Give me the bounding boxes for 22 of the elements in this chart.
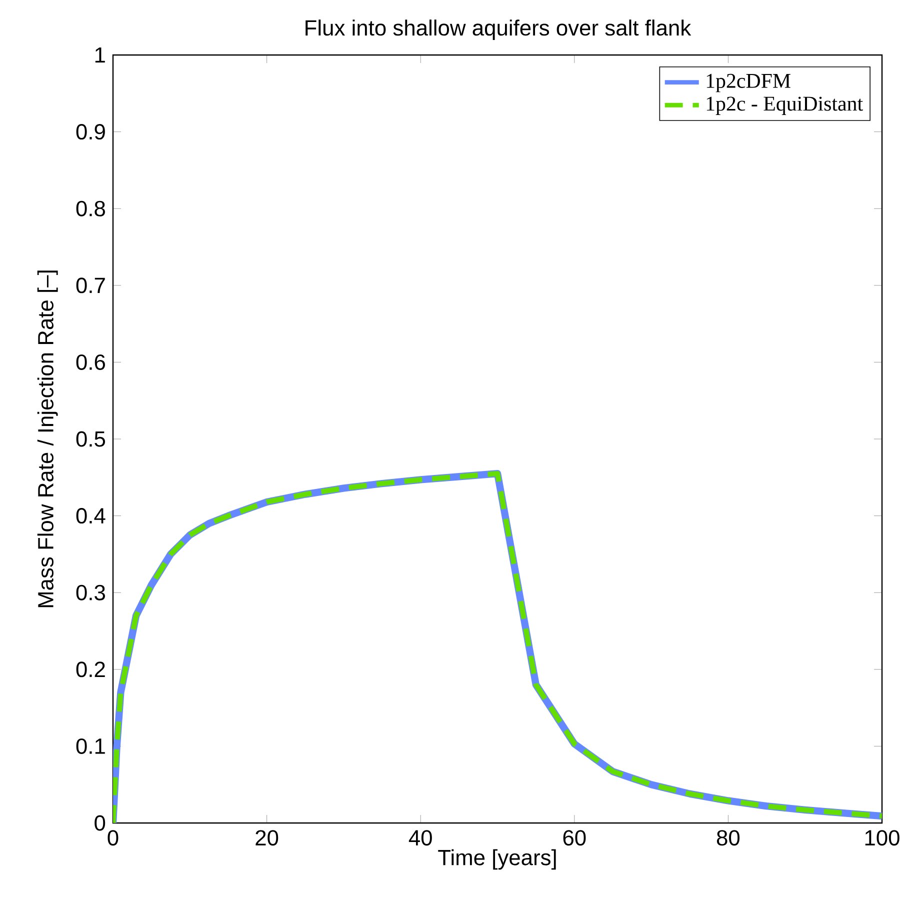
y-axis-title: Mass Flow Rate / Injection Rate [–] (37, 270, 58, 608)
legend-label: 1p2cDFM (706, 74, 790, 92)
y-tick-label: 0.5 (76, 431, 106, 447)
y-tick-label: 0 (94, 815, 106, 831)
x-axis-title: Time [years] (438, 849, 556, 870)
y-tick-label: 0.2 (76, 662, 105, 678)
y-tick-label: 0.3 (76, 584, 105, 600)
y-tick-label: 0.6 (76, 354, 105, 370)
y-tick-label: 0.4 (76, 508, 106, 524)
chart-title: Flux into shallow aquifers over salt flank (306, 20, 692, 40)
y-tick-label: 0.8 (76, 200, 105, 216)
x-tick-label: 100 (865, 830, 900, 846)
y-tick-label: 1 (95, 47, 105, 63)
x-tick-label: 0 (108, 830, 118, 846)
y-tick-label: 0.9 (76, 124, 105, 140)
y-tick-label: 0.7 (76, 278, 105, 294)
legend-label: 1p2c - EquiDistant (706, 96, 863, 115)
x-tick-label: 40 (408, 830, 432, 846)
y-tick-label: 0.1 (76, 738, 105, 754)
x-tick-label: 80 (716, 830, 740, 846)
x-tick-label: 20 (256, 830, 278, 846)
x-tick-label: 60 (563, 830, 586, 846)
